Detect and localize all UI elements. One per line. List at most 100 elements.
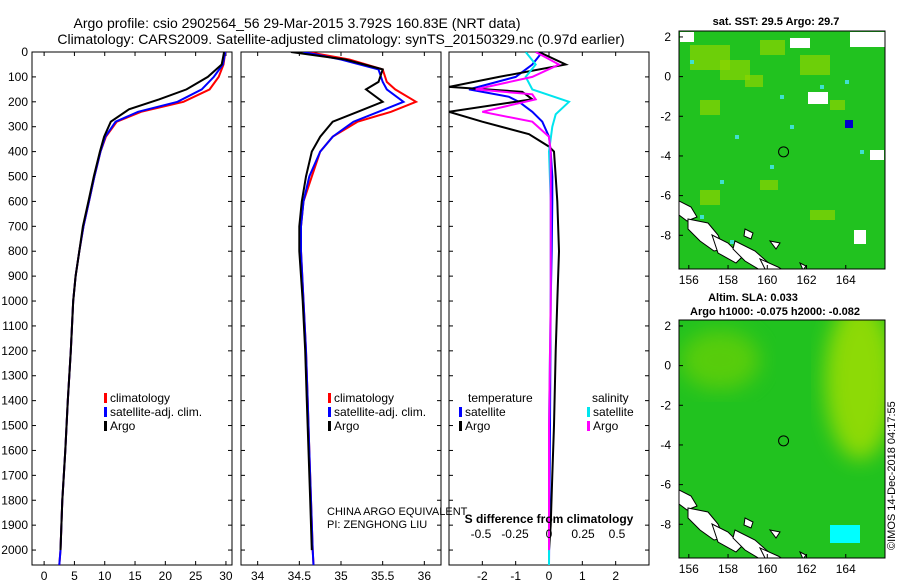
depth-tick-label: 1700 [1,468,28,482]
sst-warm-patch [810,210,835,220]
sst-missing-data [808,92,828,104]
depth-tick-label: 1600 [1,443,28,457]
sst-missing-data [854,230,866,244]
diff-legend-salinity-swatch [587,407,590,417]
argo-float-position-marker [778,435,790,447]
depth-tick-label: 300 [8,120,28,134]
island-coastline [799,550,807,558]
sst-warm-patch [800,55,830,75]
temperature-xtick-label: 10 [98,569,112,580]
map_sst-ytick-label: 0 [664,70,671,84]
series-t-argo [449,52,569,551]
salinity-series-group [290,52,419,565]
map_sla-ytick-label: -8 [660,517,671,531]
map_sla-xtick-label: 164 [836,562,856,576]
depth-tick-label: 500 [8,170,28,184]
sst-cool-pixel [780,95,784,99]
sst-cool-pixel [820,85,824,89]
salinity-legend-swatch [328,407,331,417]
salinity-xtick-label: 34.5 [288,569,312,580]
salinity-xtick-label: 35.5 [371,569,395,580]
argo-float-position-marker [778,146,790,158]
diff-legend-salinity-title: salinity [592,391,629,405]
series-argo [59,52,226,551]
diff-legend-temperature-title: temperature [468,391,533,405]
difference-xtick-label: -1 [510,569,521,580]
island-coastline [768,529,781,539]
island-coastline [711,523,743,553]
temperature-legend-swatch [104,407,107,417]
diff-legend-salinity-label: satellite [593,405,634,419]
depth-tick-label: 0 [21,45,28,59]
temperature-xtick-label: 30 [219,569,233,580]
difference-xtick-label: 1 [579,569,586,580]
island-coastline [711,234,743,264]
depth-tick-label: 900 [8,269,28,283]
difference-series-group [449,52,571,565]
map_sst-ytick-label: -4 [660,149,671,163]
map_sst-xtick-label: 160 [757,273,777,287]
sst-cool-pixel [845,80,849,84]
depth-tick-label: 1500 [1,419,28,433]
salinity-annotation-line2: PI: ZENGHONG LIU [327,519,427,531]
salinity-xtick-label: 36 [418,569,432,580]
temperature-legend-label: climatology [110,391,170,405]
salinity-legend-swatch [328,393,331,403]
difference-panel: -2-1012T difference from climatologyS di… [448,51,650,580]
map_sla-xtick-label: 162 [797,562,817,576]
sst-cool-pixel [735,135,739,139]
sst-cool-pixel [730,240,734,244]
salinity-diff-tick-label: -0.5 [471,527,492,541]
diff-legend-salinity-swatch [587,421,590,431]
depth-tick-label: 200 [8,95,28,109]
map_sla-xtick-label: 156 [679,562,699,576]
depth-tick-label: 1800 [1,493,28,507]
depth-tick-label: 100 [8,70,28,84]
temperature-legend-label: satellite-adj. clim. [110,405,202,419]
sst-cool-pixel [690,60,694,64]
sla-high-region [825,320,885,460]
salinity-diff-tick-label: 0 [546,527,553,541]
island-coastline [758,546,783,558]
sst-missing-data [870,150,884,160]
sst-warm-patch [700,100,720,115]
depth-tick-label: 800 [8,244,28,258]
sla-mid-region [680,330,760,390]
salinity-legend-label: Argo [334,419,360,433]
sla-map-title-line1: Altim. SLA: 0.033 [708,292,798,304]
salinity-annotation-line1: CHINA ARGO EQUIVALENT [327,506,468,518]
map_sst-xtick-label: 164 [836,273,856,287]
sst-cold-pixel [845,120,853,128]
sst-cool-pixel [700,215,704,219]
map_sla-ytick-label: -4 [660,438,671,452]
map_sst-field [679,31,885,269]
map_sla-ytick-label: 2 [664,319,671,333]
temperature-legend-swatch [104,421,107,431]
sst-cool-pixel [790,125,794,129]
map_sst-ytick-label: 2 [664,30,671,44]
sst-warm-patch [720,60,750,80]
depth-tick-label: 1400 [1,394,28,408]
sst-map: 156 158 160 162 164 2 0 -2 -4 -6 -8 [660,30,886,287]
difference-xtick-label: 2 [612,569,619,580]
island-coastline [768,240,781,250]
salinity-xtick-label: 34 [251,569,265,580]
map_sla-frame [678,319,886,559]
salinity-legend-swatch [328,421,331,431]
temperature-series-group [58,52,227,565]
sla-low-region [830,525,860,543]
island-coastline [743,228,754,240]
temperature-xtick-label: 5 [71,569,78,580]
series-argo [290,52,385,551]
sst-missing-data [790,38,810,48]
sst-missing-data [850,32,885,47]
sst-warm-patch [760,180,778,190]
salinity-xtick-label: 35 [334,569,348,580]
depth-tick-label: 400 [8,145,28,159]
depth-tick-label: 2000 [1,543,28,557]
map_sla-ytick-label: 0 [664,359,671,373]
difference-xtick-label: -2 [477,569,488,580]
difference-xlabel-top: S difference from climatology [465,512,634,526]
depth-tick-label: 1000 [1,294,28,308]
sst-warm-patch [760,40,785,55]
